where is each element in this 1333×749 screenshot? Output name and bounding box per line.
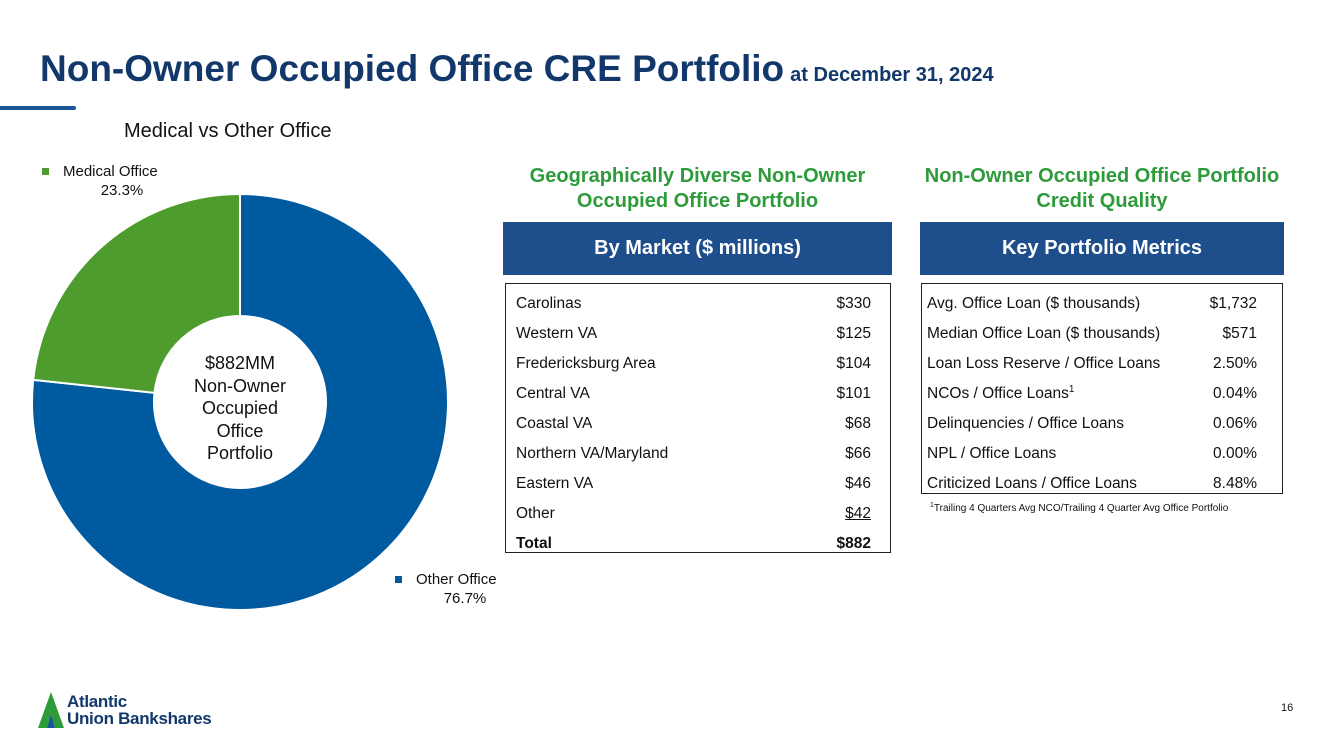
- center-label-line: Office: [216, 420, 264, 441]
- page-title-date: at December 31, 2024: [790, 64, 994, 86]
- table-row: Central VA $101: [516, 379, 871, 409]
- row-label: Western VA: [516, 325, 598, 342]
- row-label: Eastern VA: [516, 475, 594, 492]
- row-label: Central VA: [516, 385, 590, 402]
- row-value: $101: [836, 385, 871, 402]
- table-row: Coastal VA $68: [516, 409, 871, 439]
- total-label: Total: [516, 535, 552, 552]
- legend-percent: 23.3%: [100, 182, 144, 199]
- row-value: 2.50%: [1213, 355, 1257, 372]
- market-banner: By Market ($ millions): [503, 222, 892, 275]
- table-row: Northern VA/Maryland $66: [516, 439, 871, 469]
- row-label: Delinquencies / Office Loans: [927, 415, 1125, 432]
- title-accent-rule: [0, 106, 76, 110]
- row-label-text: NCOs / Office Loans: [927, 385, 1069, 402]
- row-label: Median Office Loan ($ thousands): [927, 325, 1161, 342]
- logo-line-1: Atlantic: [67, 692, 127, 711]
- row-value: $571: [1222, 325, 1257, 342]
- row-label: Fredericksburg Area: [516, 355, 656, 372]
- row-label: Criticized Loans / Office Loans: [927, 475, 1137, 492]
- table-row: Carolinas $330: [516, 289, 871, 319]
- center-label-line: Non-Owner: [193, 375, 287, 396]
- row-value: $125: [836, 325, 871, 342]
- footnote-marker: 1: [1068, 384, 1075, 395]
- row-label: NCOs / Office Loans1: [927, 385, 1074, 403]
- logo-mark-icon: [38, 692, 64, 728]
- row-value: 0.00%: [1213, 445, 1257, 462]
- donut-slice-other-office: [31, 192, 449, 611]
- donut-slice-medical-office: [32, 192, 241, 394]
- row-label: Loan Loss Reserve / Office Loans: [927, 355, 1161, 372]
- table-row: NPL / Office Loans 0.00%: [927, 439, 1257, 469]
- donut-chart: [31, 192, 449, 611]
- row-label: Avg. Office Loan ($ thousands): [927, 295, 1141, 312]
- footnote-text: Trailing 4 Quarters Avg NCO/Trailing 4 Q…: [933, 503, 1229, 514]
- legend-swatch-other: [395, 576, 402, 583]
- company-logo: Atlantic Union Bankshares: [38, 692, 212, 728]
- table-row: Delinquencies / Office Loans 0.06%: [927, 409, 1257, 439]
- row-label: Other: [516, 505, 555, 522]
- row-value: $330: [836, 295, 871, 312]
- legend-medical-office: Medical Office 23.3%: [42, 162, 192, 200]
- quality-section-heading: Non-Owner Occupied Office Portfolio Cred…: [924, 165, 1280, 212]
- row-value: 0.06%: [1213, 415, 1257, 432]
- legend-swatch-medical: [42, 168, 49, 175]
- logo-line-2: Union Bankshares: [67, 709, 212, 728]
- legend-label: Other Office: [416, 571, 497, 588]
- table-row: Avg. Office Loan ($ thousands) $1,732: [927, 289, 1257, 319]
- row-value: $104: [836, 355, 871, 372]
- row-value: $46: [845, 475, 871, 492]
- page-title-main: Non-Owner Occupied Office CRE Portfolio: [40, 48, 785, 89]
- row-value: 0.04%: [1213, 385, 1257, 402]
- table-row: Eastern VA $46: [516, 469, 871, 499]
- table-row: Median Office Loan ($ thousands) $571: [927, 319, 1257, 349]
- row-label: NPL / Office Loans: [927, 445, 1057, 462]
- market-table: Carolinas $330 Western VA $125 Fredericksb…: [505, 283, 891, 553]
- row-value: $1,732: [1209, 295, 1257, 312]
- table-row: Fredericksburg Area $104: [516, 349, 871, 379]
- quality-banner: Key Portfolio Metrics: [920, 222, 1284, 275]
- legend-percent: 76.7%: [443, 590, 487, 607]
- donut-center-label: $882MM Non-Owner Occupied Office Portfol…: [165, 352, 315, 465]
- table-row: Other $42: [516, 499, 871, 529]
- row-value: 8.48%: [1213, 475, 1257, 492]
- row-label: Coastal VA: [516, 415, 593, 432]
- page-title: Non-Owner Occupied Office CRE Portfolio a…: [40, 48, 994, 90]
- row-label: Northern VA/Maryland: [516, 445, 669, 462]
- table-row: Criticized Loans / Office Loans 8.48%: [927, 469, 1257, 499]
- center-label-line: $882MM: [204, 353, 276, 373]
- center-label-line: Portfolio: [206, 443, 274, 463]
- chart-title: Medical vs Other Office: [124, 120, 332, 142]
- table-row: NCOs / Office Loans1 0.04%: [927, 379, 1257, 409]
- footnote-mark: 1: [930, 502, 934, 509]
- table-total-row: Total $882: [516, 529, 871, 559]
- row-value: $68: [845, 415, 871, 432]
- row-value: $66: [845, 445, 871, 462]
- footnote: 1Trailing 4 Quarters Avg NCO/Trailing 4 …: [930, 502, 1229, 514]
- total-value: $882: [836, 535, 871, 552]
- legend-other-office: Other Office 76.7%: [395, 570, 525, 608]
- market-section-heading: Geographically Diverse Non-Owner Occupie…: [529, 165, 866, 212]
- logo-wordmark: Atlantic Union Bankshares: [67, 692, 212, 728]
- center-label-line: Occupied: [201, 398, 279, 418]
- table-row: Loan Loss Reserve / Office Loans 2.50%: [927, 349, 1257, 379]
- table-row: Western VA $125: [516, 319, 871, 349]
- row-value: $42: [845, 505, 871, 522]
- page-number: 16: [1281, 702, 1294, 714]
- legend-label: Medical Office: [63, 163, 158, 180]
- metrics-table: Avg. Office Loan ($ thousands) $1,732 Med…: [921, 283, 1283, 494]
- row-label: Carolinas: [516, 295, 582, 312]
